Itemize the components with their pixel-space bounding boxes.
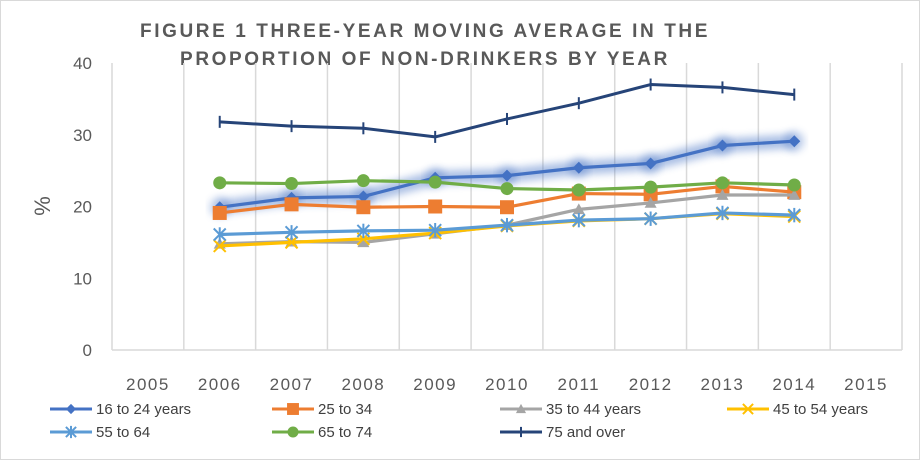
data-point: [428, 199, 443, 214]
legend-item: 75 and over: [500, 424, 625, 441]
chart-title-line-2: PROPORTION OF NON-DRINKERS BY YEAR: [180, 49, 670, 70]
legend-item: 35 to 44 years: [500, 401, 641, 418]
series-55-to-64: [213, 205, 801, 242]
y-tick-label: 10: [73, 269, 92, 288]
y-axis-label: %: [30, 196, 55, 216]
legend-marker: [742, 403, 754, 415]
series-65-to-74: [213, 174, 801, 197]
series-75-and-over: [218, 78, 796, 143]
data-point: [285, 177, 299, 191]
legend-label: 35 to 44 years: [546, 401, 641, 418]
data-point: [500, 200, 514, 215]
series-group: [209, 78, 805, 253]
legend-item: 65 to 74: [272, 424, 372, 441]
data-point: [357, 190, 370, 203]
data-point: [787, 178, 801, 192]
data-point: [788, 189, 801, 200]
y-tick-label: 0: [83, 341, 92, 360]
legend-label: 65 to 74: [318, 424, 372, 441]
x-tick-label: 2008: [341, 375, 385, 394]
y-tick-label: 20: [73, 198, 92, 217]
data-point: [572, 161, 585, 174]
data-point: [213, 176, 227, 190]
data-point: [572, 203, 585, 215]
data-point: [356, 223, 371, 239]
x-tick-label: 2014: [772, 375, 816, 394]
legend: 16 to 24 years 25 to 34 35 to 44 years 45 t…: [50, 401, 868, 441]
legend-label: 55 to 64: [96, 424, 150, 441]
x-tick-label: 2010: [485, 375, 529, 394]
legend-item: 45 to 54 years: [727, 401, 868, 418]
data-point: [213, 239, 227, 253]
legend-label: 25 to 34: [318, 401, 372, 418]
data-point: [716, 189, 729, 200]
y-tick-label: 40: [73, 54, 92, 73]
data-point: [572, 183, 586, 197]
chart-title-line-1: FIGURE 1 THREE-YEAR MOVING AVERAGE IN TH…: [139, 21, 711, 42]
legend-label: 16 to 24 years: [96, 401, 191, 418]
legend-item: 16 to 24 years: [50, 401, 191, 418]
legend-item: 55 to 64: [50, 424, 150, 441]
x-axis-ticks: 2005 2006 2007 2008 2009 2010 2011 2012 2013 2014…: [126, 375, 888, 394]
legend-marker: [65, 403, 77, 415]
legend-marker: [287, 426, 299, 438]
data-point: [428, 175, 442, 189]
data-point: [284, 197, 299, 212]
data-point: [500, 182, 514, 196]
x-tick-label: 2015: [844, 375, 888, 394]
chart-title: FIGURE 1 THREE-YEAR MOVING AVERAGE IN TH…: [100, 18, 750, 74]
x-tick-label: 2005: [126, 375, 170, 394]
legend-marker: [515, 403, 527, 414]
data-point: [501, 169, 513, 182]
data-point: [644, 180, 658, 194]
data-point: [284, 235, 299, 250]
x-tick-label: 2007: [270, 375, 314, 394]
x-tick-label: 2006: [198, 375, 242, 394]
x-tick-label: 2012: [629, 375, 673, 394]
legend-item: 25 to 34: [272, 401, 372, 418]
data-point: [284, 225, 299, 240]
data-point: [356, 174, 370, 188]
legend-label: 75 and over: [546, 424, 625, 441]
data-point: [572, 212, 586, 228]
data-point: [213, 227, 227, 242]
x-tick-label: 2013: [701, 375, 745, 394]
data-point: [787, 207, 801, 223]
data-point: [715, 205, 730, 221]
legend-marker: [287, 403, 299, 415]
y-axis-ticks: 0 10 20 30 40: [73, 54, 92, 360]
data-point: [715, 176, 729, 190]
data-point: [356, 200, 371, 215]
series-line: [219, 83, 795, 139]
data-point: [428, 222, 442, 238]
data-point: [357, 236, 370, 248]
data-point: [716, 139, 729, 152]
legend-label: 45 to 54 years: [773, 401, 868, 418]
data-point: [500, 217, 514, 233]
data-point: [788, 135, 801, 148]
data-point: [644, 157, 657, 170]
data-point: [643, 211, 658, 226]
legend-marker: [65, 425, 77, 439]
y-tick-label: 30: [73, 126, 92, 145]
data-point: [644, 196, 657, 208]
x-tick-label: 2009: [413, 375, 457, 394]
x-tick-label: 2011: [558, 375, 601, 394]
data-point: [212, 205, 227, 220]
